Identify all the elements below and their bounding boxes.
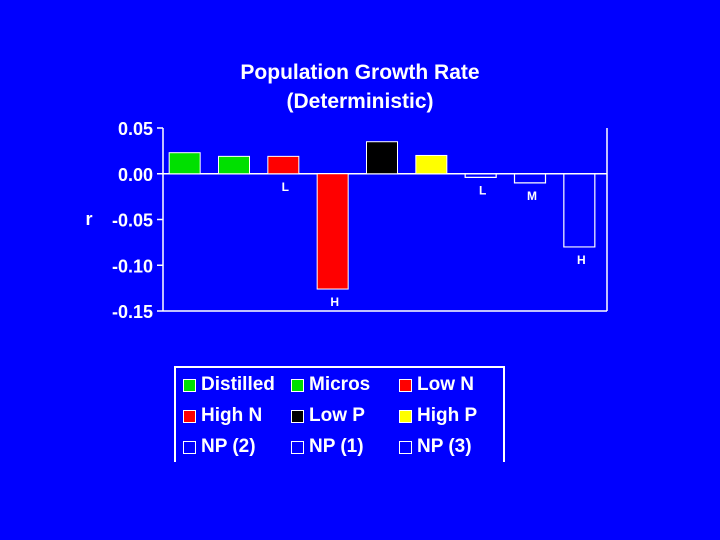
bar-distilled [168,152,201,175]
legend-label: NP (3) [417,436,472,457]
legend-item: Low P [291,404,365,428]
legend-item: NP (3) [399,435,472,459]
bar-annotation: H [330,295,339,309]
legend-swatch [291,440,304,454]
chart-title-line-1: Population Growth Rate [240,61,480,84]
legend-item: Low N [399,373,474,397]
legend-label: High N [201,405,263,426]
legend-item: High N [183,404,262,428]
y-axis-label: r [85,209,92,229]
legend-item: NP (1) [291,435,364,459]
legend-label: Micros [309,374,371,395]
chart-legend: Distilled Micros Low N High N Low P High P NP … [174,366,505,462]
bar-annotation: M [527,189,537,203]
y-tick-label: -0.10 [112,256,153,276]
y-tick-label: -0.05 [112,211,153,231]
legend-label: Low N [417,374,474,395]
bar-annotation: L [479,183,486,197]
legend-label: NP (1) [309,436,364,457]
legend-swatch [183,378,196,392]
legend-swatch [399,378,412,392]
y-tick-label: 0.05 [118,119,153,139]
legend-item: High P [399,404,477,428]
bar-high-n [316,173,349,290]
bar-annotation: L [282,180,289,194]
legend-swatch [291,409,304,423]
legend-label: NP (2) [201,436,256,457]
bar-high-p [415,154,448,175]
bar-micros [218,155,250,175]
legend-label: Low P [309,405,365,426]
legend-item: NP (2) [183,435,256,459]
bar-annotation: H [577,253,586,267]
legend-swatch [399,440,412,454]
legend-item: Micros [291,373,370,397]
bar-np-2 [464,173,497,179]
legend-swatch [399,409,412,423]
legend-swatch [183,440,196,454]
bar-np-3 [563,173,596,248]
legend-swatch [291,378,304,392]
bar-low-n [267,155,300,175]
legend-label: Distilled [201,374,275,395]
legend-item: Distilled [183,373,275,397]
y-tick-label: -0.15 [112,302,153,322]
legend-swatch [183,409,196,423]
bar-low-p [366,141,398,175]
chart-title-line-2: (Deterministic) [286,90,434,113]
bar-np-1 [513,173,547,184]
legend-label: High P [417,405,478,426]
y-tick-label: 0.00 [118,165,153,185]
